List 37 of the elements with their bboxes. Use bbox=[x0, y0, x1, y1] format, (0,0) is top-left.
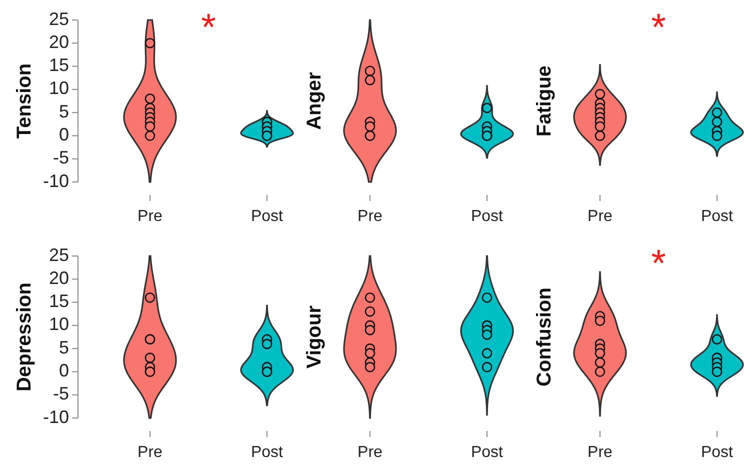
y-axis-title: Confusion bbox=[533, 288, 556, 386]
x-tick-label: Post bbox=[700, 444, 734, 461]
x-tick-label: Pre bbox=[588, 208, 613, 225]
x-tick-label: Pre bbox=[588, 444, 613, 461]
y-axis-title: Anger bbox=[303, 72, 326, 130]
y-tick-label: 0 bbox=[58, 124, 69, 144]
y-tick-label: 5 bbox=[58, 337, 69, 358]
x-tick-label: Post bbox=[470, 444, 504, 461]
annotation: * bbox=[651, 243, 666, 286]
y-tick-label: 15 bbox=[48, 291, 69, 312]
y-tick-label: 25 bbox=[48, 244, 69, 265]
y-tick-label: -5 bbox=[52, 384, 69, 404]
y-tick-label: 10 bbox=[48, 78, 69, 98]
x-tick-label: Post bbox=[250, 444, 284, 461]
y-axis-title: Fatigue bbox=[533, 65, 556, 137]
x-tick-label: Pre bbox=[358, 444, 383, 461]
annotation: * bbox=[651, 7, 666, 50]
x-tick-label: Post bbox=[700, 208, 734, 225]
y-tick-label: 20 bbox=[48, 268, 69, 288]
y-tick-label: -5 bbox=[52, 148, 69, 168]
annotation: * bbox=[201, 7, 216, 50]
x-tick-label: Pre bbox=[358, 208, 383, 225]
y-axis-title: Tension bbox=[13, 63, 36, 139]
y-axis-title: Depression bbox=[13, 282, 36, 392]
y-tick-label: 25 bbox=[48, 8, 69, 29]
x-tick-label: Pre bbox=[138, 208, 163, 225]
y-tick-label: 10 bbox=[48, 314, 69, 334]
y-tick-label: -10 bbox=[42, 170, 69, 191]
y-tick-label: 0 bbox=[58, 360, 69, 380]
x-tick-label: Post bbox=[470, 208, 504, 225]
y-axis-title: Vigour bbox=[303, 305, 326, 368]
x-tick-label: Post bbox=[250, 208, 284, 225]
y-tick-label: -10 bbox=[42, 406, 69, 427]
y-tick-label: 5 bbox=[58, 101, 69, 122]
y-tick-label: 20 bbox=[48, 32, 69, 52]
y-tick-label: 15 bbox=[48, 55, 69, 76]
x-tick-label: Pre bbox=[138, 444, 163, 461]
